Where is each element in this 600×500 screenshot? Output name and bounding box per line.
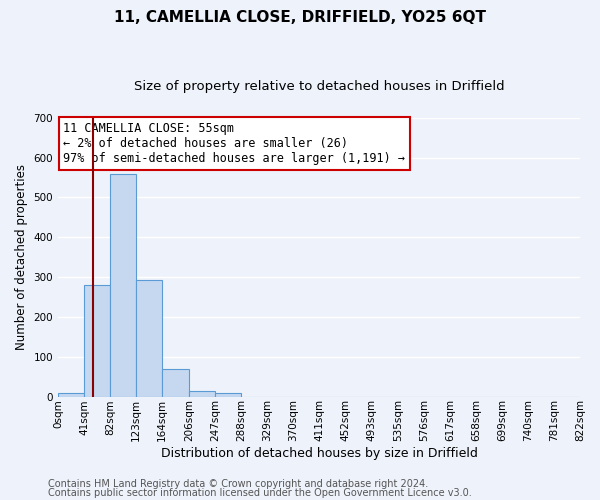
- Text: Contains public sector information licensed under the Open Government Licence v3: Contains public sector information licen…: [48, 488, 472, 498]
- Y-axis label: Number of detached properties: Number of detached properties: [15, 164, 28, 350]
- Bar: [58, 394, 84, 396]
- Bar: [215, 394, 241, 396]
- Text: Contains HM Land Registry data © Crown copyright and database right 2024.: Contains HM Land Registry data © Crown c…: [48, 479, 428, 489]
- Bar: [110, 174, 136, 396]
- Bar: [84, 284, 110, 397]
- X-axis label: Distribution of detached houses by size in Driffield: Distribution of detached houses by size …: [161, 447, 478, 460]
- Bar: [162, 370, 189, 396]
- Bar: [189, 391, 215, 396]
- Text: 11 CAMELLIA CLOSE: 55sqm
← 2% of detached houses are smaller (26)
97% of semi-de: 11 CAMELLIA CLOSE: 55sqm ← 2% of detache…: [63, 122, 405, 165]
- Text: 11, CAMELLIA CLOSE, DRIFFIELD, YO25 6QT: 11, CAMELLIA CLOSE, DRIFFIELD, YO25 6QT: [114, 10, 486, 25]
- Bar: [136, 280, 162, 396]
- Title: Size of property relative to detached houses in Driffield: Size of property relative to detached ho…: [134, 80, 505, 93]
